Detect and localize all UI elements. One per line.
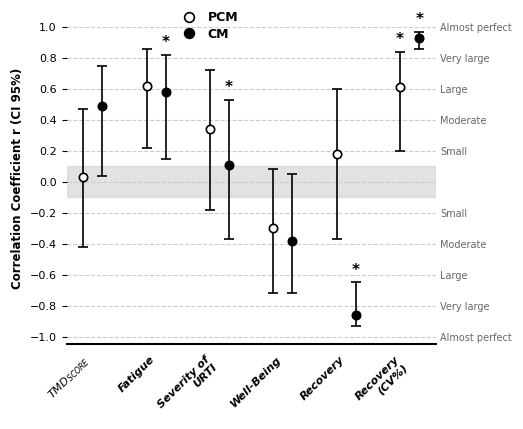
Text: *: * <box>415 12 423 27</box>
Text: *: * <box>352 263 360 278</box>
Legend: PCM, CM: PCM, CM <box>176 11 238 41</box>
Text: *: * <box>162 35 169 50</box>
Text: *: * <box>225 80 233 95</box>
Y-axis label: Correlation Coefficient r (CI 95%): Correlation Coefficient r (CI 95%) <box>11 67 24 289</box>
Bar <box>66 166 436 197</box>
Text: *: * <box>396 32 404 47</box>
